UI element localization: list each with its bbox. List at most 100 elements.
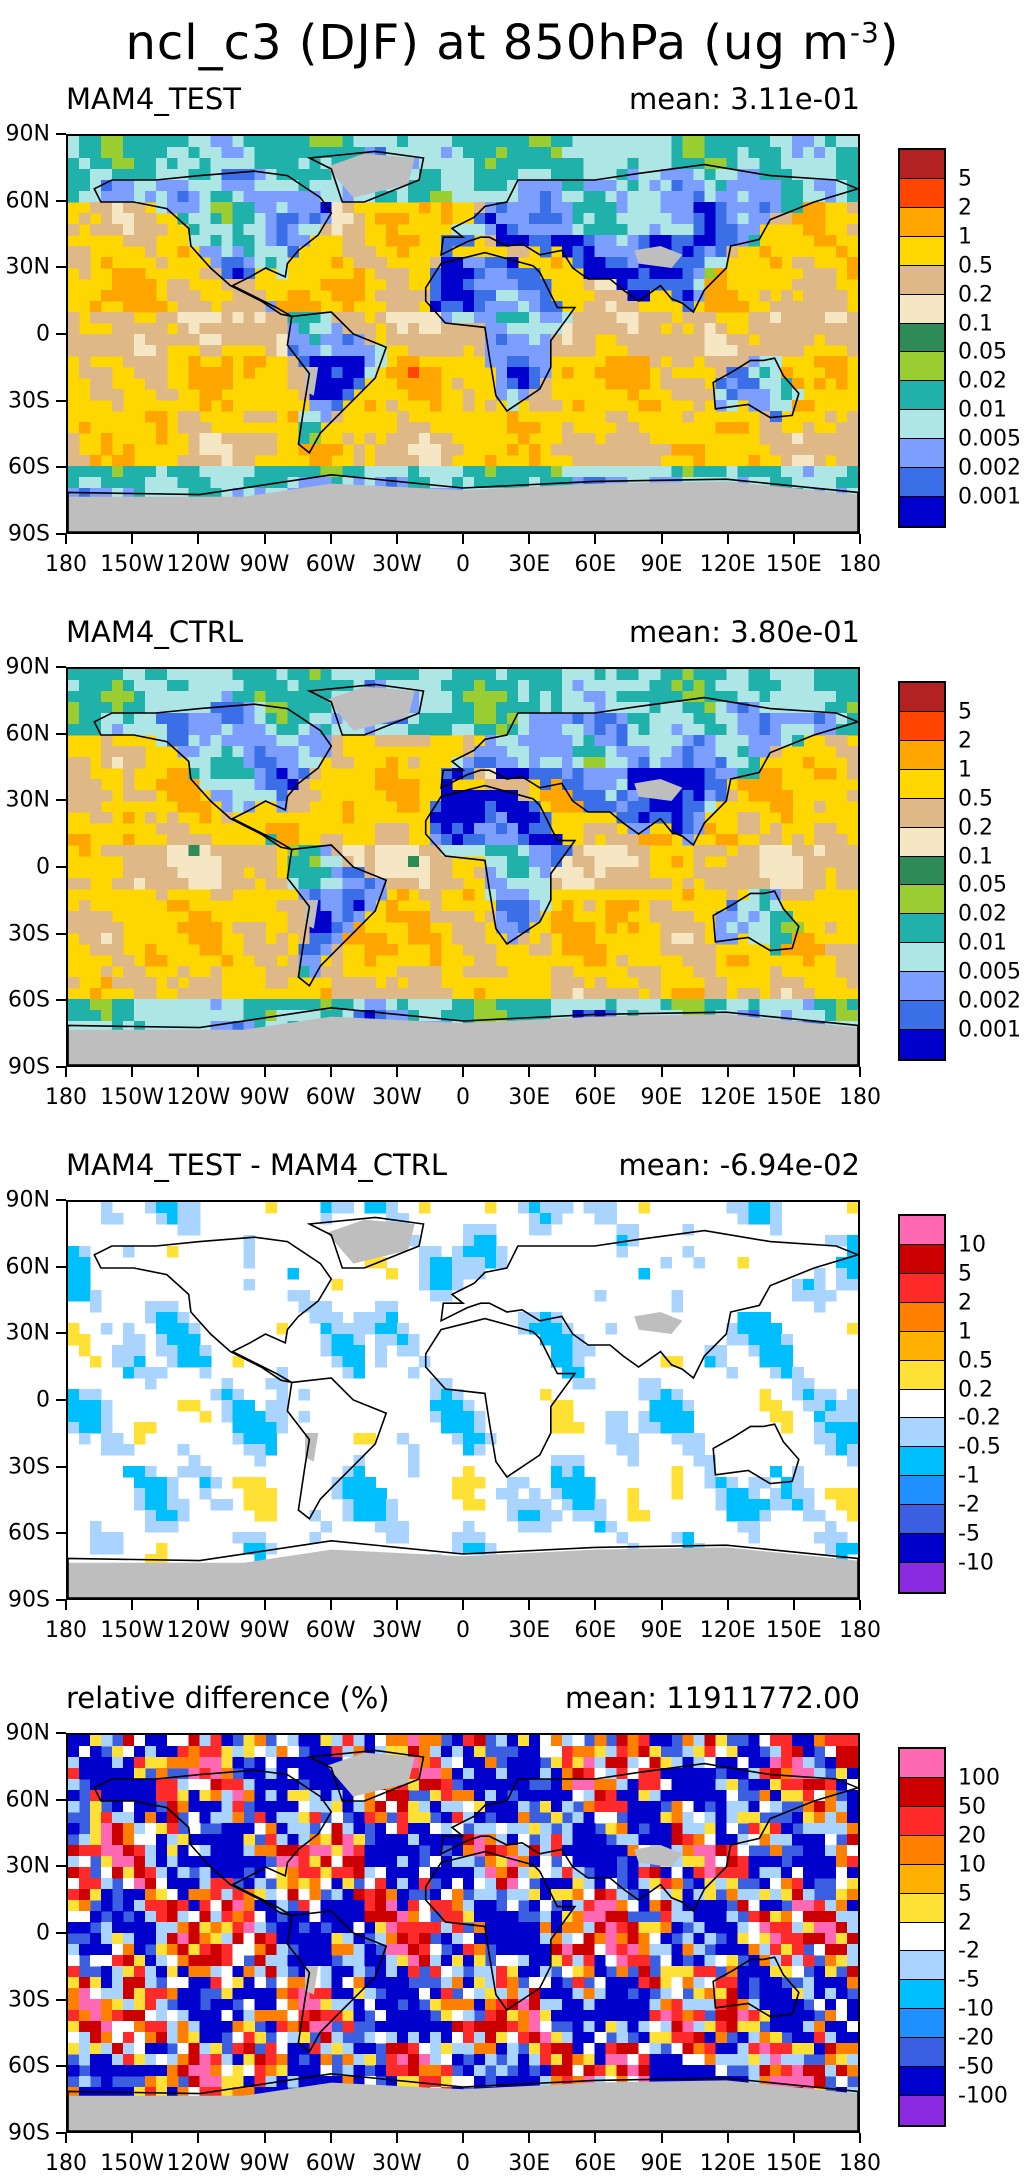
colorbar-label: 1 bbox=[958, 757, 972, 782]
longitude-tick bbox=[264, 2133, 266, 2143]
colorbar bbox=[898, 681, 946, 1061]
longitude-label: 120E bbox=[700, 2151, 756, 2176]
longitude-tick bbox=[462, 1600, 464, 1610]
longitude-tick bbox=[793, 1600, 795, 1610]
latitude-tick bbox=[56, 1466, 66, 1468]
latitude-label: 30N bbox=[6, 1321, 50, 1346]
colorbar-label: 0.005 bbox=[958, 960, 1021, 985]
colorbar-swatch bbox=[900, 208, 944, 237]
colorbar-label: 0.001 bbox=[958, 485, 1021, 510]
longitude-tick bbox=[462, 1067, 464, 1077]
latitude-tick bbox=[56, 1732, 66, 1734]
colorbar-label: 5 bbox=[958, 1881, 972, 1906]
colorbar-label: 0.1 bbox=[958, 311, 993, 336]
longitude-label: 150W bbox=[100, 1085, 164, 1110]
latitude-tick bbox=[56, 2065, 66, 2067]
longitude-tick bbox=[396, 2133, 398, 2143]
longitude-tick bbox=[727, 1600, 729, 1610]
longitude-label: 150E bbox=[766, 552, 822, 577]
longitude-tick bbox=[396, 1600, 398, 1610]
figure-title-text: ncl_c3 (DJF) at 850hPa (ug m bbox=[125, 15, 849, 71]
colorbar-label: 0.05 bbox=[958, 873, 1007, 898]
longitude-tick bbox=[661, 1067, 663, 1077]
colorbar-swatch bbox=[900, 1390, 944, 1419]
longitude-tick bbox=[594, 1067, 596, 1077]
colorbar-swatch bbox=[900, 770, 944, 799]
longitude-label: 120W bbox=[166, 1085, 230, 1110]
longitude-label: 30E bbox=[508, 552, 550, 577]
longitude-tick bbox=[65, 1600, 67, 1610]
longitude-label: 120E bbox=[700, 1618, 756, 1643]
latitude-tick bbox=[56, 999, 66, 1001]
colorbar-swatch bbox=[900, 683, 944, 712]
latitude-tick bbox=[56, 333, 66, 335]
longitude-label: 60E bbox=[574, 1085, 616, 1110]
colorbar-swatch bbox=[900, 1001, 944, 1030]
latitude-tick bbox=[56, 1999, 66, 2001]
colorbar-swatch bbox=[900, 1361, 944, 1390]
field-cells bbox=[68, 136, 858, 532]
colorbar-swatch bbox=[900, 1563, 944, 1592]
colorbar-swatch bbox=[900, 1245, 944, 1274]
map-plot bbox=[66, 1200, 860, 1600]
figure-title: ncl_c3 (DJF) at 850hPa (ug m-3) bbox=[0, 0, 1025, 72]
colorbar-swatch bbox=[900, 1505, 944, 1534]
colorbar-label: 2 bbox=[958, 195, 972, 220]
latitude-label: 90S bbox=[8, 522, 50, 547]
longitude-label: 120W bbox=[166, 2151, 230, 2176]
longitude-label: 150E bbox=[766, 2151, 822, 2176]
colorbar-swatch bbox=[900, 1274, 944, 1303]
longitude-label: 180 bbox=[839, 1085, 881, 1110]
longitude-label: 120W bbox=[166, 552, 230, 577]
colorbar-label: 100 bbox=[958, 1765, 1000, 1790]
latitude-label: 60N bbox=[6, 1787, 50, 1812]
longitude-tick bbox=[131, 2133, 133, 2143]
latitude-tick bbox=[56, 933, 66, 935]
longitude-tick bbox=[594, 2133, 596, 2143]
colorbar-swatch bbox=[900, 1980, 944, 2009]
colorbar-label: -10 bbox=[958, 1997, 994, 2022]
longitude-tick bbox=[793, 1067, 795, 1077]
colorbar-swatch bbox=[900, 1865, 944, 1894]
latitude-tick bbox=[56, 799, 66, 801]
colorbar-swatch bbox=[900, 1447, 944, 1476]
map-plot bbox=[66, 1733, 860, 2133]
colorbar-swatch bbox=[900, 410, 944, 439]
longitude-tick bbox=[462, 534, 464, 544]
colorbar-swatch bbox=[900, 1332, 944, 1361]
latitude-label: 0 bbox=[36, 322, 50, 347]
longitude-label: 90W bbox=[240, 552, 290, 577]
longitude-label: 180 bbox=[45, 1618, 87, 1643]
colorbar-label: -2 bbox=[958, 1939, 980, 1964]
latitude-tick bbox=[56, 1799, 66, 1801]
longitude-tick bbox=[197, 1067, 199, 1077]
colorbar-label: -0.5 bbox=[958, 1435, 1001, 1460]
colorbar-label: -10 bbox=[958, 1551, 994, 1576]
latitude-label: 60S bbox=[8, 988, 50, 1013]
longitude-label: 0 bbox=[456, 1618, 470, 1643]
longitude-tick bbox=[330, 1067, 332, 1077]
panel-title: MAM4_TEST bbox=[66, 82, 241, 116]
colorbar-label: 0.2 bbox=[958, 282, 993, 307]
longitude-label: 30E bbox=[508, 1618, 550, 1643]
longitude-tick bbox=[661, 2133, 663, 2143]
colorbar-swatch bbox=[900, 468, 944, 497]
longitude-label: 30W bbox=[372, 1618, 422, 1643]
longitude-tick bbox=[859, 1067, 861, 1077]
colorbar-label: 10 bbox=[958, 1232, 986, 1257]
longitude-tick bbox=[330, 2133, 332, 2143]
colorbar-label: 0.5 bbox=[958, 786, 993, 811]
longitude-tick bbox=[65, 534, 67, 544]
colorbar-label: 5 bbox=[958, 699, 972, 724]
longitude-tick bbox=[661, 534, 663, 544]
colorbar-swatch bbox=[900, 1807, 944, 1836]
colorbar-label: 1 bbox=[958, 1319, 972, 1344]
longitude-tick bbox=[197, 2133, 199, 2143]
latitude-tick bbox=[56, 666, 66, 668]
